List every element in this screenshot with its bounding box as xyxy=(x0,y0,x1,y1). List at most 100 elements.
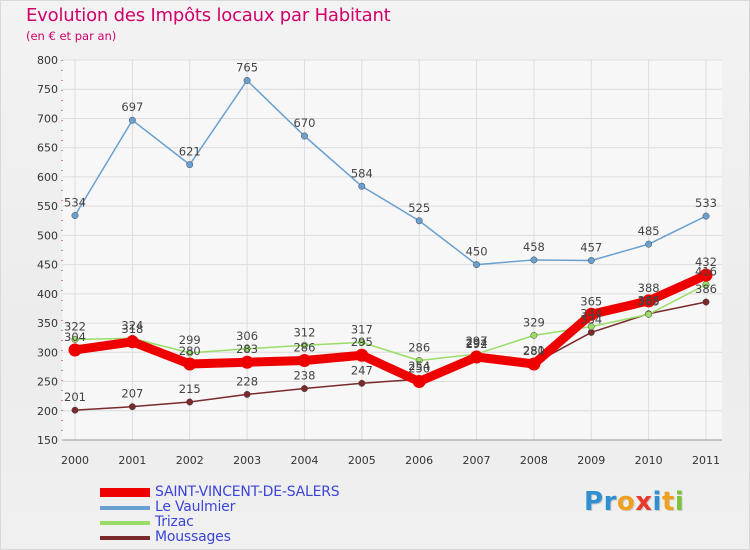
data-label: 365 xyxy=(580,294,602,308)
data-label: 292 xyxy=(466,337,488,351)
data-label: 432 xyxy=(695,255,717,269)
data-point xyxy=(240,355,254,369)
data-point xyxy=(645,240,653,248)
x-tick-label: 2006 xyxy=(405,454,433,467)
data-point xyxy=(128,116,136,124)
y-tick-label: 800 xyxy=(37,54,58,67)
legend-swatch xyxy=(100,506,150,510)
data-label: 670 xyxy=(293,116,315,130)
y-tick-label: 200 xyxy=(37,405,58,418)
data-point xyxy=(587,323,595,331)
data-label: 304 xyxy=(64,330,86,344)
line-chart: 150 200 250 300 350 400 450 500 550 600 650 700 750 8… xyxy=(37,54,722,467)
data-label: 485 xyxy=(638,224,660,238)
y-tick-label: 300 xyxy=(37,346,58,359)
plot-area xyxy=(62,60,722,440)
data-point xyxy=(358,338,366,346)
data-label: 534 xyxy=(64,196,86,210)
data-point xyxy=(470,350,484,364)
data-label: 584 xyxy=(351,166,373,180)
data-point xyxy=(297,353,311,367)
y-tick-label: 150 xyxy=(37,434,58,447)
data-point xyxy=(473,261,480,269)
legend-swatch xyxy=(100,536,150,540)
data-label: 329 xyxy=(523,315,545,329)
y-tick-label: 450 xyxy=(37,259,58,272)
x-tick-label: 2000 xyxy=(61,454,89,467)
data-point xyxy=(415,357,423,364)
proxiti-logo: Proxiti xyxy=(584,487,684,517)
data-label: 458 xyxy=(523,240,545,254)
data-point xyxy=(358,379,366,387)
data-label: 457 xyxy=(580,241,602,255)
logo-letter: i xyxy=(652,487,662,517)
x-tick-label: 2011 xyxy=(692,454,720,467)
data-point xyxy=(68,343,82,357)
data-label: 286 xyxy=(408,340,430,354)
data-point xyxy=(183,357,197,371)
x-tick-label: 2005 xyxy=(348,454,376,467)
data-label: 322 xyxy=(64,319,86,333)
logo-letter: P xyxy=(584,487,604,517)
data-point xyxy=(530,256,538,264)
data-label: 525 xyxy=(408,201,430,215)
series-line xyxy=(74,79,707,266)
data-point xyxy=(355,348,369,362)
logo-letter: t xyxy=(661,487,675,517)
data-label: 281 xyxy=(523,343,545,357)
data-label: 280 xyxy=(523,344,545,358)
x-tick-label: 2007 xyxy=(463,454,491,467)
data-point xyxy=(71,212,79,219)
data-point xyxy=(301,385,308,393)
data-label: 450 xyxy=(466,245,488,259)
data-label: 201 xyxy=(64,390,86,404)
series-line xyxy=(74,283,707,362)
legend-label: Trizac xyxy=(155,514,194,530)
data-label: 283 xyxy=(236,342,258,356)
data-label: 416 xyxy=(695,264,717,278)
series-line xyxy=(70,270,711,387)
data-label: 238 xyxy=(293,369,315,383)
data-point xyxy=(243,77,251,84)
data-label: 247 xyxy=(351,363,373,377)
data-point xyxy=(702,298,710,306)
data-label: 215 xyxy=(179,382,201,396)
logo-letter: x xyxy=(635,487,653,517)
data-point xyxy=(125,335,139,349)
data-label: 324 xyxy=(121,318,143,332)
y-tick-label: 400 xyxy=(37,288,58,301)
data-point xyxy=(243,390,251,398)
legend-label: Moussages xyxy=(155,529,231,545)
data-label: 280 xyxy=(179,344,201,358)
data-label: 228 xyxy=(236,374,258,388)
data-point xyxy=(186,398,194,406)
x-tick-label: 2003 xyxy=(233,454,261,467)
data-point xyxy=(412,375,426,389)
data-label: 366 xyxy=(638,294,660,308)
data-label: 697 xyxy=(121,100,143,114)
data-point xyxy=(186,161,194,169)
data-label: 207 xyxy=(121,387,143,401)
data-point xyxy=(71,335,79,343)
data-label: 344 xyxy=(580,307,602,321)
data-label: 317 xyxy=(351,322,373,336)
data-label: 312 xyxy=(293,325,315,339)
data-label: 286 xyxy=(293,340,315,354)
chart-subtitle: (en € et par an) xyxy=(26,29,117,43)
y-tick-label: 550 xyxy=(37,200,58,213)
legend-swatch xyxy=(100,488,150,497)
y-tick-label: 500 xyxy=(37,229,58,242)
logo-letter: r xyxy=(603,487,617,517)
series-line xyxy=(74,301,707,411)
legend-label: Le Vaulmier xyxy=(155,499,236,515)
logo-letter: i xyxy=(674,487,685,517)
data-label: 318 xyxy=(121,322,143,336)
data-label: 254 xyxy=(408,359,430,373)
data-label: 297 xyxy=(466,334,488,348)
data-point xyxy=(527,357,541,371)
x-tick-label: 2008 xyxy=(520,454,548,467)
data-label: 388 xyxy=(638,281,660,295)
data-label: 621 xyxy=(179,145,201,159)
x-tick-label: 2004 xyxy=(290,454,318,467)
data-point xyxy=(301,341,308,349)
